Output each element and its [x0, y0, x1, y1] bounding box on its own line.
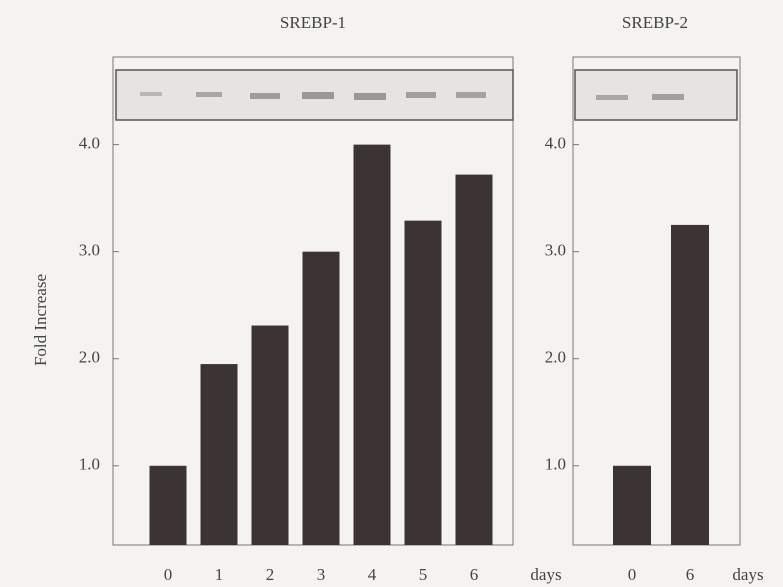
x-tick-label: 2: [266, 565, 275, 584]
bar: [405, 221, 442, 545]
x-tick-label: 0: [164, 565, 173, 584]
x-axis-label: days: [530, 565, 561, 584]
bar: [354, 145, 391, 545]
bar: [613, 466, 651, 545]
bar: [150, 466, 187, 545]
y-axis-label: Fold Increase: [31, 274, 50, 366]
bar: [201, 364, 238, 545]
bar: [456, 175, 493, 545]
x-tick-label: 1: [215, 565, 224, 584]
y-tick-label: 3.0: [79, 241, 100, 260]
y-tick-label: 1.0: [79, 455, 100, 474]
y-tick-label: 1.0: [545, 455, 566, 474]
y-tick-label: 3.0: [545, 241, 566, 260]
chart-title: SREBP-1: [280, 13, 346, 32]
bar: [303, 252, 340, 545]
chart-title: SREBP-2: [622, 13, 688, 32]
y-tick-label: 2.0: [545, 348, 566, 367]
bar: [252, 326, 289, 545]
x-tick-label: 6: [686, 565, 695, 584]
x-tick-label: 0: [628, 565, 637, 584]
figure: Fold Increase SREBP-1 days 1.0 2.0 3.0 4.0 0 1 2…: [0, 0, 783, 587]
x-tick-label: 5: [419, 565, 428, 584]
x-axis-label: days: [732, 565, 763, 584]
x-tick-label: 4: [368, 565, 377, 584]
y-tick-label: 4.0: [79, 134, 100, 153]
x-tick-label: 6: [470, 565, 479, 584]
blot-srebp2: [573, 57, 740, 545]
y-tick-label: 2.0: [79, 348, 100, 367]
bar: [671, 225, 709, 545]
x-tick-label: 3: [317, 565, 326, 584]
y-tick-label: 4.0: [545, 134, 566, 153]
